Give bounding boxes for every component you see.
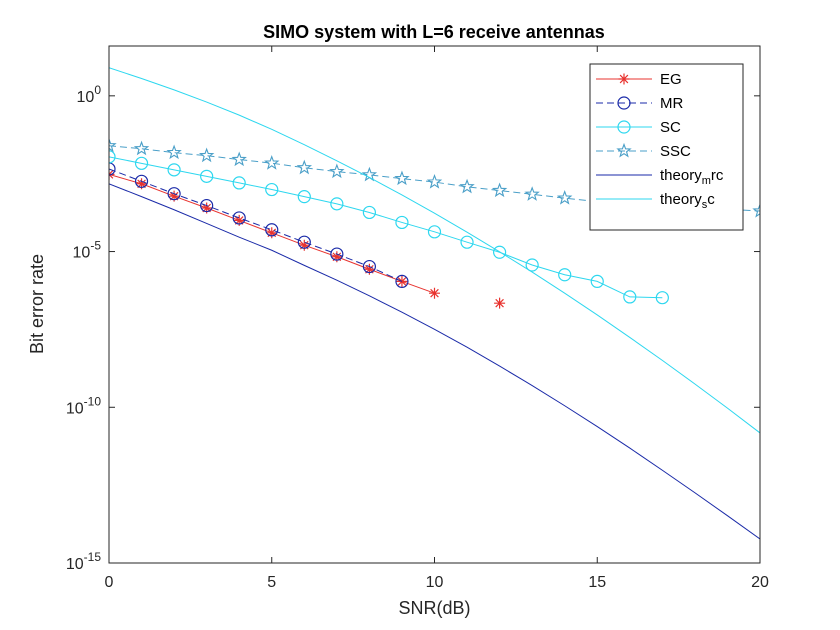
data-point bbox=[331, 251, 343, 263]
y-tick-label: 100 bbox=[77, 83, 102, 106]
x-tick-label: 20 bbox=[751, 574, 769, 591]
series-sc bbox=[109, 150, 669, 305]
data-point bbox=[136, 178, 148, 190]
data-point bbox=[201, 202, 213, 214]
data-point bbox=[296, 159, 312, 175]
data-point bbox=[524, 186, 540, 201]
legend-marker bbox=[616, 142, 632, 158]
series-eg bbox=[109, 168, 506, 309]
legend-marker bbox=[617, 96, 631, 110]
data-point bbox=[429, 287, 440, 299]
data-point bbox=[752, 202, 760, 218]
y-tick-label: 10-15 bbox=[66, 550, 101, 573]
x-tick-label: 5 bbox=[267, 574, 276, 591]
legend-item: MR bbox=[596, 95, 683, 112]
data-point bbox=[330, 247, 344, 261]
data-point bbox=[525, 258, 539, 272]
data-point bbox=[134, 174, 149, 188]
data-point bbox=[265, 182, 279, 197]
data-point bbox=[493, 245, 507, 259]
data-point bbox=[330, 197, 344, 211]
y-tick-label: 10-5 bbox=[73, 239, 102, 262]
data-point bbox=[329, 163, 345, 179]
data-point bbox=[200, 169, 214, 183]
series-line bbox=[109, 183, 760, 540]
data-point bbox=[426, 174, 443, 189]
data-point bbox=[168, 190, 180, 202]
legend-marker bbox=[617, 120, 631, 134]
data-point bbox=[460, 235, 474, 249]
legend-box bbox=[589, 63, 744, 231]
data-point bbox=[198, 147, 215, 163]
data-point bbox=[233, 214, 245, 226]
chart-title: SIMO system with L=6 receive antennas bbox=[263, 22, 605, 42]
legend: EG MR SC SSC theorymrc theorysc bbox=[589, 63, 744, 231]
data-point bbox=[166, 144, 182, 160]
legend-label: MR bbox=[660, 95, 683, 112]
x-axis-label: SNR(dB) bbox=[398, 598, 470, 618]
series-mr bbox=[109, 162, 409, 289]
legend-item: theorysc bbox=[596, 191, 715, 211]
data-point bbox=[265, 223, 279, 237]
y-axis-label: Bit error rate bbox=[27, 254, 47, 354]
data-point bbox=[232, 211, 246, 225]
data-point bbox=[494, 297, 506, 309]
axis-ticks: 0 5 10 15 20 100 10-5 10-10 10-15 bbox=[66, 46, 769, 591]
data-point bbox=[395, 215, 409, 230]
data-point bbox=[266, 227, 278, 239]
legend-item: SC bbox=[596, 119, 681, 136]
series-theory-mrc bbox=[109, 183, 760, 540]
legend-marker bbox=[618, 73, 630, 85]
x-tick-label: 0 bbox=[105, 574, 114, 591]
data-point bbox=[109, 137, 117, 153]
data-point bbox=[264, 155, 280, 170]
data-point bbox=[232, 176, 246, 190]
data-point bbox=[655, 291, 669, 305]
data-point bbox=[491, 182, 508, 198]
data-point bbox=[363, 263, 375, 275]
legend-label: EG bbox=[660, 71, 682, 88]
data-point bbox=[394, 170, 410, 186]
data-point bbox=[623, 290, 637, 304]
data-point bbox=[167, 163, 181, 177]
data-point bbox=[109, 162, 116, 176]
data-point bbox=[362, 259, 376, 274]
data-point bbox=[231, 151, 247, 167]
data-point bbox=[109, 150, 116, 164]
data-point bbox=[200, 198, 214, 213]
data-point bbox=[133, 140, 150, 156]
legend-label: SSC bbox=[660, 143, 691, 160]
data-point bbox=[427, 225, 442, 239]
data-point bbox=[297, 190, 311, 204]
data-point bbox=[590, 274, 604, 289]
legend-item: SSC bbox=[596, 142, 691, 160]
x-tick-label: 15 bbox=[588, 574, 606, 591]
legend-item: theorymrc bbox=[596, 167, 724, 187]
data-point bbox=[362, 205, 376, 220]
series-line bbox=[109, 168, 403, 282]
data-point bbox=[297, 235, 311, 249]
legend-label: theorymrc bbox=[660, 167, 724, 187]
data-point bbox=[558, 268, 572, 282]
data-point bbox=[395, 274, 409, 289]
data-point bbox=[134, 156, 149, 170]
data-point bbox=[557, 190, 573, 205]
data-point bbox=[459, 178, 475, 194]
legend-label: theorysc bbox=[660, 191, 715, 211]
legend-label: SC bbox=[660, 119, 681, 136]
x-tick-label: 10 bbox=[426, 574, 444, 591]
series-line bbox=[109, 67, 760, 434]
data-point bbox=[167, 187, 181, 201]
series-theory-sc bbox=[109, 67, 760, 434]
y-tick-label: 10-10 bbox=[66, 394, 101, 417]
legend-item: EG bbox=[596, 71, 682, 88]
data-point bbox=[298, 239, 310, 251]
